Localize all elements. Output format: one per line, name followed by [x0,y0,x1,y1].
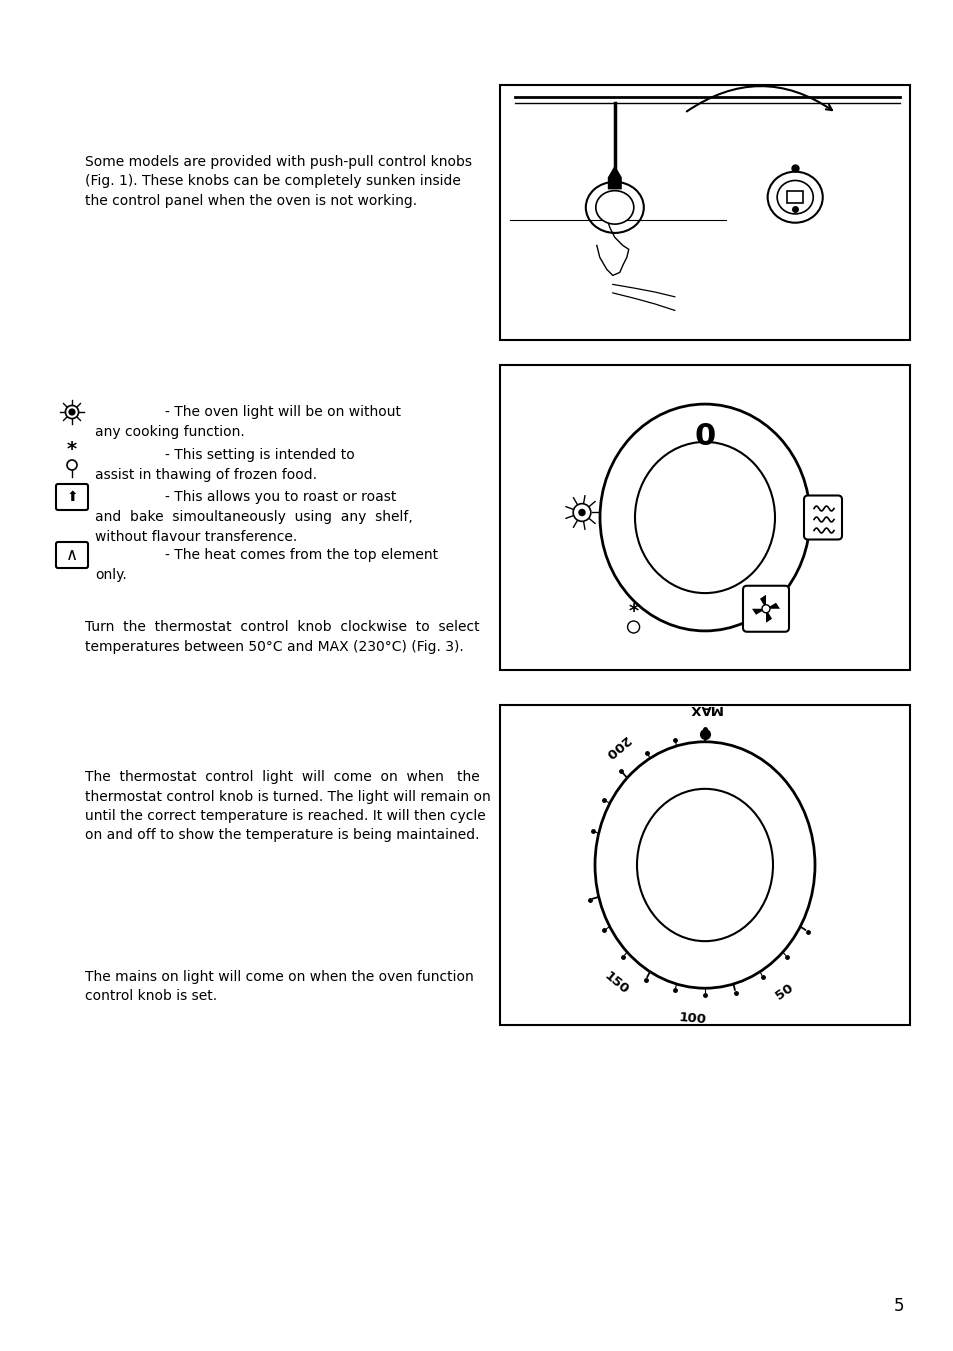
Text: 0: 0 [694,422,715,451]
Circle shape [627,621,639,634]
Text: 50: 50 [772,981,795,1002]
Text: 100: 100 [678,1012,706,1027]
Ellipse shape [777,181,812,213]
FancyBboxPatch shape [742,586,788,632]
Text: - The oven light will be on without: - The oven light will be on without [165,405,400,419]
Text: 5: 5 [893,1297,903,1315]
Text: - The heat comes from the top element: - The heat comes from the top element [165,549,437,562]
Text: and  bake  simoultaneously  using  any  shelf,: and bake simoultaneously using any shelf… [95,509,413,524]
Text: ⬆: ⬆ [66,490,78,504]
FancyBboxPatch shape [803,496,841,539]
Text: ∧: ∧ [66,546,78,563]
Ellipse shape [635,442,774,593]
Text: Some models are provided with push-pull control knobs
(Fig. 1). These knobs can : Some models are provided with push-pull … [85,155,472,208]
Ellipse shape [599,404,809,631]
Text: The  thermostat  control  light  will  come  on  when   the
thermostat control k: The thermostat control light will come o… [85,770,490,843]
Polygon shape [751,609,765,615]
FancyBboxPatch shape [56,542,88,567]
FancyBboxPatch shape [786,192,802,203]
Circle shape [66,405,78,419]
Text: - This setting is intended to: - This setting is intended to [165,449,355,462]
Text: - This allows you to roast or roast: - This allows you to roast or roast [165,490,395,504]
Bar [499,705,909,1025]
Text: *: * [67,440,77,459]
Circle shape [578,509,585,516]
Text: assist in thawing of frozen food.: assist in thawing of frozen food. [95,467,316,482]
Ellipse shape [596,190,633,224]
Polygon shape [607,165,621,189]
Bar [499,85,909,340]
Text: *: * [628,603,638,621]
Text: Turn  the  thermostat  control  knob  clockwise  to  select
temperatures between: Turn the thermostat control knob clockwi… [85,620,479,654]
Polygon shape [760,594,765,609]
Text: 150: 150 [601,970,630,997]
Polygon shape [765,603,780,609]
Circle shape [69,408,75,416]
Text: 200: 200 [601,732,630,761]
Ellipse shape [595,742,814,988]
Circle shape [761,605,769,613]
Text: The mains on light will come on when the oven function
control knob is set.: The mains on light will come on when the… [85,970,474,1004]
Bar [499,365,909,670]
Text: any cooking function.: any cooking function. [95,426,245,439]
Ellipse shape [637,789,772,942]
Text: only.: only. [95,567,127,582]
Circle shape [67,459,77,470]
Circle shape [573,504,590,521]
Ellipse shape [767,172,821,223]
FancyBboxPatch shape [56,484,88,509]
Text: without flavour transference.: without flavour transference. [95,530,297,544]
Ellipse shape [585,182,643,232]
Text: MAX: MAX [687,701,721,715]
Polygon shape [765,609,771,623]
